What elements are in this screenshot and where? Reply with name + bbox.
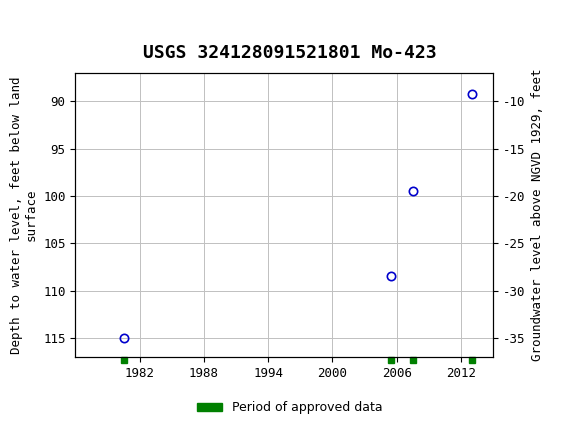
Y-axis label: Groundwater level above NGVD 1929, feet: Groundwater level above NGVD 1929, feet (531, 69, 544, 361)
Text: USGS 324128091521801 Mo-423: USGS 324128091521801 Mo-423 (143, 44, 437, 62)
Text: ▒USGS: ▒USGS (9, 15, 89, 37)
Y-axis label: Depth to water level, feet below land
surface: Depth to water level, feet below land su… (10, 76, 38, 354)
Legend: Period of approved data: Period of approved data (192, 396, 388, 419)
